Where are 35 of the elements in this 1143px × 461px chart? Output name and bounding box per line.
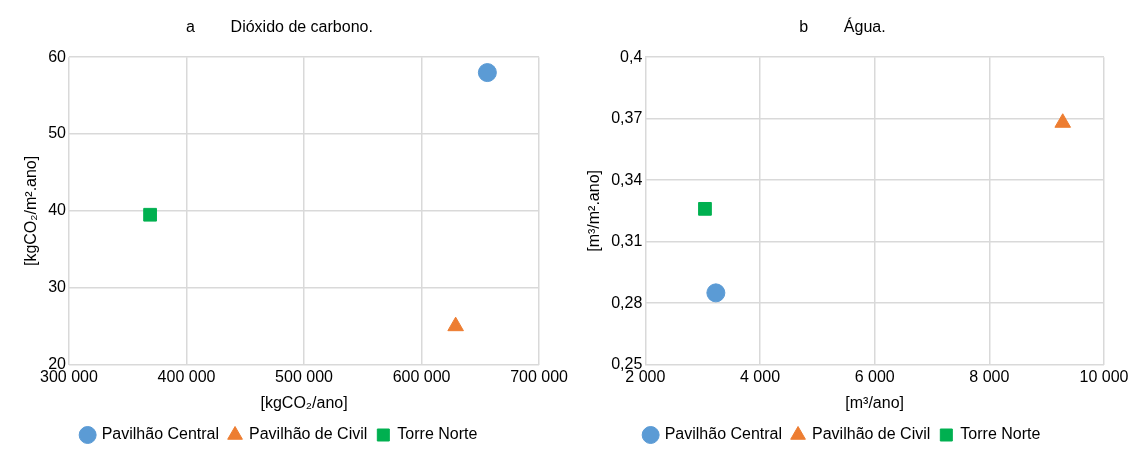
- x-axis-title: [kgCO₂/ano]: [260, 393, 348, 411]
- point: [143, 207, 157, 222]
- point: [477, 63, 497, 83]
- chart-title: a Dióxido de carbono.: [186, 18, 373, 36]
- x-tick-label: 10 000: [1079, 367, 1129, 385]
- y-tick-label: 0,4: [620, 47, 643, 65]
- x-tick-label: 6 000: [854, 367, 895, 385]
- legend-label: Torre Norte: [397, 425, 478, 443]
- x-tick-label: 700 000: [510, 367, 569, 385]
- x-tick-label: 400 000: [157, 367, 216, 385]
- point: [698, 201, 712, 216]
- x-tick-label: 500 000: [275, 367, 334, 385]
- legend-label: Torre Norte: [960, 425, 1041, 443]
- x-axis-title: [m³/ano]: [845, 393, 905, 411]
- x-tick-label: 600 000: [392, 367, 451, 385]
- y-tick-label: 40: [48, 201, 67, 219]
- y-tick-label: 0,28: [611, 293, 643, 311]
- y-axis-title: [kgCO₂/m².ano]: [22, 155, 40, 267]
- y-tick-label: 0,34: [611, 170, 643, 188]
- y-tick-label: 50: [48, 124, 67, 142]
- y-tick-label: 30: [48, 278, 67, 296]
- y-axis-title: [m³/m².ano]: [585, 170, 603, 252]
- legend-label: Pavilhão de Civil: [249, 425, 368, 443]
- point: [1054, 113, 1072, 128]
- point: [447, 316, 464, 332]
- legend-label: Pavilhão Central: [101, 425, 220, 443]
- y-tick-label: 60: [48, 47, 67, 65]
- y-tick-label: 0,31: [611, 232, 643, 250]
- legend-label: Pavilhão Central: [664, 425, 783, 443]
- y-tick-label: 0,37: [611, 109, 643, 127]
- legend-label: Pavilhão de Civil: [812, 425, 931, 443]
- point: [706, 283, 726, 303]
- x-tick-label: 4 000: [739, 367, 781, 385]
- x-tick-label: 8 000: [969, 367, 1010, 385]
- chart-title: b Água.: [799, 17, 886, 36]
